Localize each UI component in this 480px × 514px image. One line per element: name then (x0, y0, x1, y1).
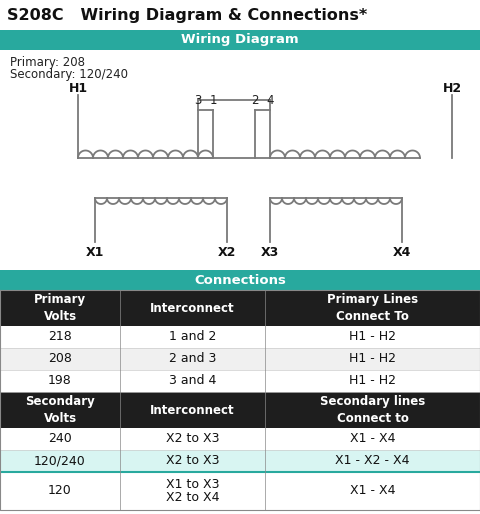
Text: 3: 3 (194, 94, 202, 107)
Text: H1 - H2: H1 - H2 (349, 353, 396, 365)
Text: Secondary
Volts: Secondary Volts (25, 395, 95, 425)
Text: Primary
Volts: Primary Volts (34, 293, 86, 322)
Bar (0, 348, 480, 370)
Bar (0, 270, 480, 290)
Text: 120/240: 120/240 (34, 454, 86, 468)
Text: X1 - X4: X1 - X4 (350, 432, 395, 446)
Bar (0, 370, 480, 392)
Text: Secondary lines
Connect to: Secondary lines Connect to (320, 395, 425, 425)
Text: Primary: 208: Primary: 208 (10, 56, 85, 69)
Text: X1 to X3: X1 to X3 (166, 478, 219, 491)
Text: H1: H1 (69, 82, 87, 95)
Text: 240: 240 (48, 432, 72, 446)
Text: 3 and 4: 3 and 4 (169, 375, 216, 388)
Text: 198: 198 (48, 375, 72, 388)
Text: H2: H2 (443, 82, 462, 95)
Text: Wiring Diagram: Wiring Diagram (181, 33, 299, 46)
Text: 4: 4 (266, 94, 274, 107)
Text: X2 to X4: X2 to X4 (166, 491, 219, 504)
Bar (0, 428, 480, 450)
Text: X1 - X4: X1 - X4 (350, 485, 395, 498)
Text: Interconnect: Interconnect (150, 302, 235, 315)
Bar (0, 450, 480, 472)
Bar (0, 290, 480, 326)
Text: H1 - H2: H1 - H2 (349, 331, 396, 343)
Text: X1 - X2 - X4: X1 - X2 - X4 (335, 454, 410, 468)
Text: 2: 2 (251, 94, 259, 107)
Bar (0, 30, 480, 50)
Text: Secondary: 120/240: Secondary: 120/240 (10, 68, 128, 81)
Text: X3: X3 (261, 246, 279, 259)
Text: Connections: Connections (194, 273, 286, 286)
Text: X1: X1 (86, 246, 104, 259)
Bar (0, 472, 480, 510)
Text: 1 and 2: 1 and 2 (169, 331, 216, 343)
Text: 218: 218 (48, 331, 72, 343)
Bar (0, 326, 480, 348)
Text: X2 to X3: X2 to X3 (166, 454, 219, 468)
Text: 208: 208 (48, 353, 72, 365)
Text: 1: 1 (209, 94, 217, 107)
Text: 2 and 3: 2 and 3 (169, 353, 216, 365)
Text: H1 - H2: H1 - H2 (349, 375, 396, 388)
Text: 120: 120 (48, 485, 72, 498)
Bar (0, 392, 480, 428)
Text: X4: X4 (393, 246, 411, 259)
Text: Primary Lines
Connect To: Primary Lines Connect To (327, 293, 418, 322)
Text: X2: X2 (218, 246, 236, 259)
Text: S208C   Wiring Diagram & Connections*: S208C Wiring Diagram & Connections* (7, 8, 367, 23)
Text: X2 to X3: X2 to X3 (166, 432, 219, 446)
Text: Interconnect: Interconnect (150, 403, 235, 416)
